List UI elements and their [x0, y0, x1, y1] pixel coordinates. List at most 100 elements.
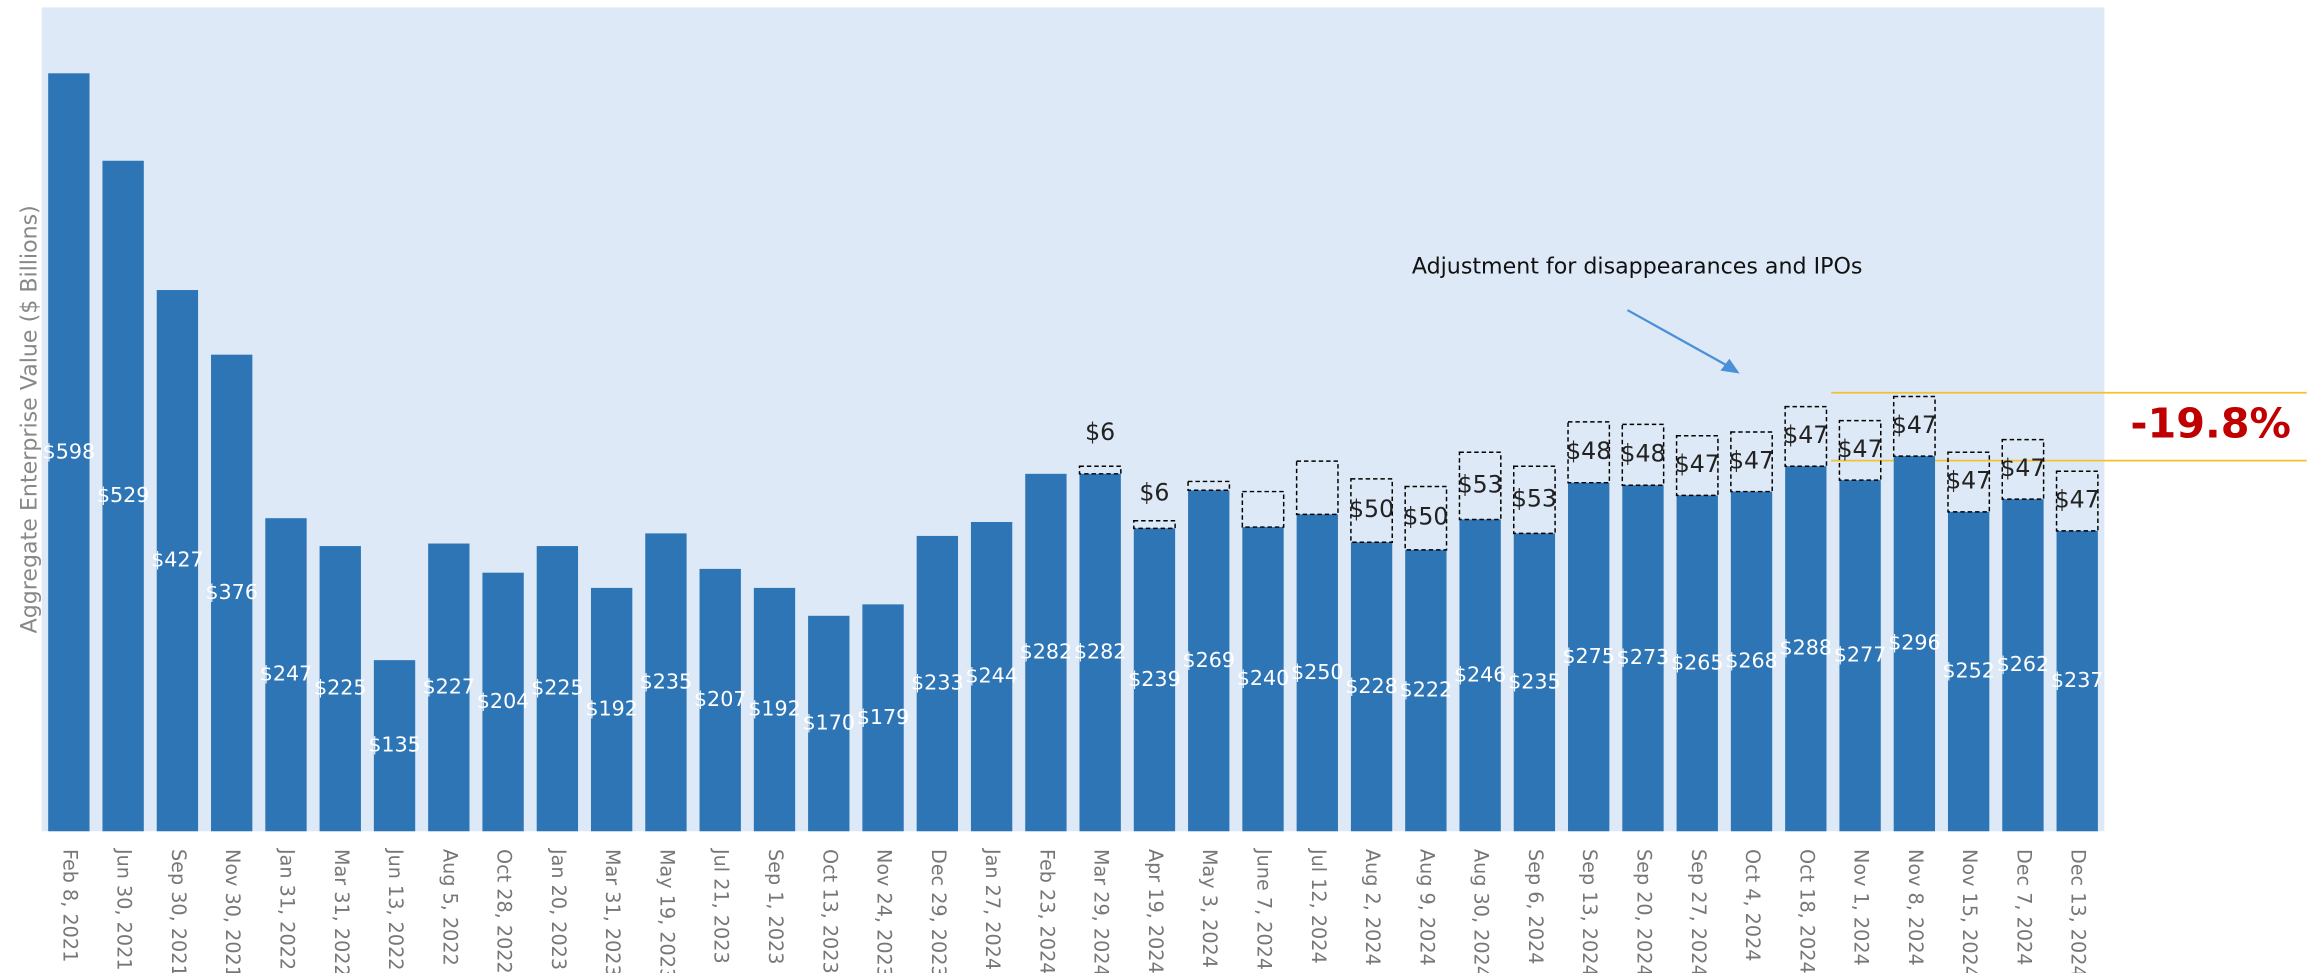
bar-label: $273 — [1617, 645, 1670, 669]
adjustment-box — [1567, 421, 1611, 484]
bar-label: $275 — [1562, 644, 1615, 668]
x-tick-label: Sep 27, 2024 — [1687, 849, 1710, 973]
x-tick-label: Oct 28, 2022 — [493, 849, 516, 973]
bar-label: $282 — [1020, 640, 1073, 664]
x-tick-label: Dec 13, 2024 — [2067, 849, 2090, 973]
x-tick-label: Jun 30, 2021 — [113, 848, 136, 971]
bar — [1242, 527, 1284, 832]
adjustment-box — [1621, 423, 1665, 486]
adjustment-label: $47 — [1892, 411, 1937, 439]
x-tick-label: Nov 1, 2024 — [1850, 849, 1873, 966]
bar — [48, 73, 90, 832]
bar-label: $529 — [97, 483, 150, 507]
adjustment-box — [1295, 460, 1339, 516]
bar — [1513, 533, 1556, 832]
adjustment-box — [1784, 405, 1828, 467]
adjustment-box — [1513, 465, 1556, 535]
bar-label: $269 — [1182, 648, 1235, 672]
bar-label: $235 — [640, 669, 693, 693]
adjustment-box — [1838, 419, 1882, 481]
bar — [536, 546, 579, 832]
x-tick-label: Sep 6, 2024 — [1524, 849, 1547, 964]
bar-label: $265 — [1671, 650, 1724, 674]
bar — [1296, 514, 1338, 832]
bar-label: $296 — [1888, 631, 1941, 655]
bar-label: $240 — [1237, 666, 1290, 690]
bar — [699, 568, 741, 832]
bar — [482, 572, 524, 832]
arrow-head — [1720, 358, 1740, 374]
adjustment-box — [1241, 490, 1285, 528]
x-tick-label: Nov 30, 2021 — [221, 849, 244, 973]
x-tick-label: Mar 29, 2024 — [1090, 849, 1113, 973]
adjustment-label: $53 — [1458, 470, 1503, 498]
x-tick-label: Oct 4, 2024 — [1741, 849, 1764, 962]
bar — [211, 354, 253, 832]
bar — [2056, 530, 2098, 832]
bar — [1676, 495, 1718, 832]
bar — [1839, 480, 1881, 832]
bar — [1893, 456, 1936, 832]
adjustment-box — [1730, 431, 1773, 493]
x-tick-label: Apr 19, 2024 — [1144, 849, 1167, 973]
adjustment-box — [1892, 395, 1936, 457]
x-tick-label: Jan 31, 2022 — [275, 848, 298, 970]
bar-label: $252 — [1942, 659, 1995, 683]
bar-label: $244 — [965, 664, 1018, 688]
x-tick-label: Feb 8, 2021 — [58, 849, 81, 962]
x-tick-label: Aug 2, 2024 — [1361, 849, 1384, 966]
x-tick-label: Sep 30, 2021 — [167, 849, 190, 973]
bar — [1350, 542, 1393, 832]
bar — [1622, 485, 1664, 832]
bar — [265, 518, 307, 832]
bar — [1459, 519, 1501, 832]
x-tick-label: Jan 20, 2023 — [547, 848, 570, 970]
x-tick-label: Mar 31, 2023 — [601, 849, 624, 973]
x-tick-label: Nov 8, 2024 — [1904, 849, 1927, 966]
bar-label: $235 — [1508, 669, 1561, 693]
bar-label: $192 — [585, 697, 638, 721]
adjustment-box — [1187, 480, 1231, 492]
bar — [862, 604, 904, 832]
x-tick-label: Sep 20, 2024 — [1632, 849, 1655, 973]
bar-label: $222 — [1400, 678, 1453, 702]
bar-label: $277 — [1834, 643, 1887, 667]
x-tick-label: Jul 21, 2023 — [710, 848, 733, 964]
x-tick-label: Nov 24, 2023 — [873, 849, 896, 973]
bar — [753, 587, 796, 832]
adjustment-label: $47 — [1783, 421, 1828, 449]
adjustment-box — [1675, 435, 1719, 497]
bar-label: $170 — [802, 711, 855, 735]
bar — [916, 535, 959, 832]
adjustment-box — [2055, 470, 2099, 532]
bar — [319, 546, 361, 832]
x-tick-label: Dec 29, 2023 — [927, 849, 950, 973]
bar-label: $288 — [1780, 636, 1833, 660]
adjustment-label: $6 — [1085, 418, 1115, 446]
adjustment-label: $53 — [1512, 484, 1557, 512]
x-tick-label: Sep 1, 2023 — [764, 849, 787, 965]
bar — [808, 615, 850, 832]
bar-label: $247 — [260, 662, 313, 686]
bar-label: $135 — [368, 733, 421, 757]
adjustment-box — [1133, 519, 1176, 530]
x-tick-label: Jul 12, 2024 — [1307, 848, 1330, 964]
x-tick-label: Feb 23, 2024 — [1035, 849, 1058, 973]
x-tick-label: Aug 30, 2024 — [1470, 849, 1493, 973]
bar — [1405, 549, 1447, 832]
adjustment-label: $47 — [2055, 486, 2100, 514]
adjustment-label: $50 — [1349, 495, 1394, 523]
adjustment-label: $6 — [1139, 479, 1169, 507]
adjustment-box — [1458, 451, 1502, 521]
y-axis-label: Aggregate Enterprise Value ($ Billions) — [16, 205, 42, 633]
x-tick-label: Oct 13, 2023 — [818, 849, 841, 973]
x-tick-label: May 19, 2023 — [655, 849, 678, 973]
bar-label: $262 — [1997, 652, 2050, 676]
bar — [428, 543, 470, 832]
x-tick-label: Jun 13, 2022 — [384, 848, 407, 971]
x-tick-label: Aug 5, 2022 — [438, 849, 461, 966]
bar-label: $237 — [2051, 668, 2104, 692]
bar-label: $225 — [314, 676, 367, 700]
adjustment-box — [1404, 485, 1448, 551]
